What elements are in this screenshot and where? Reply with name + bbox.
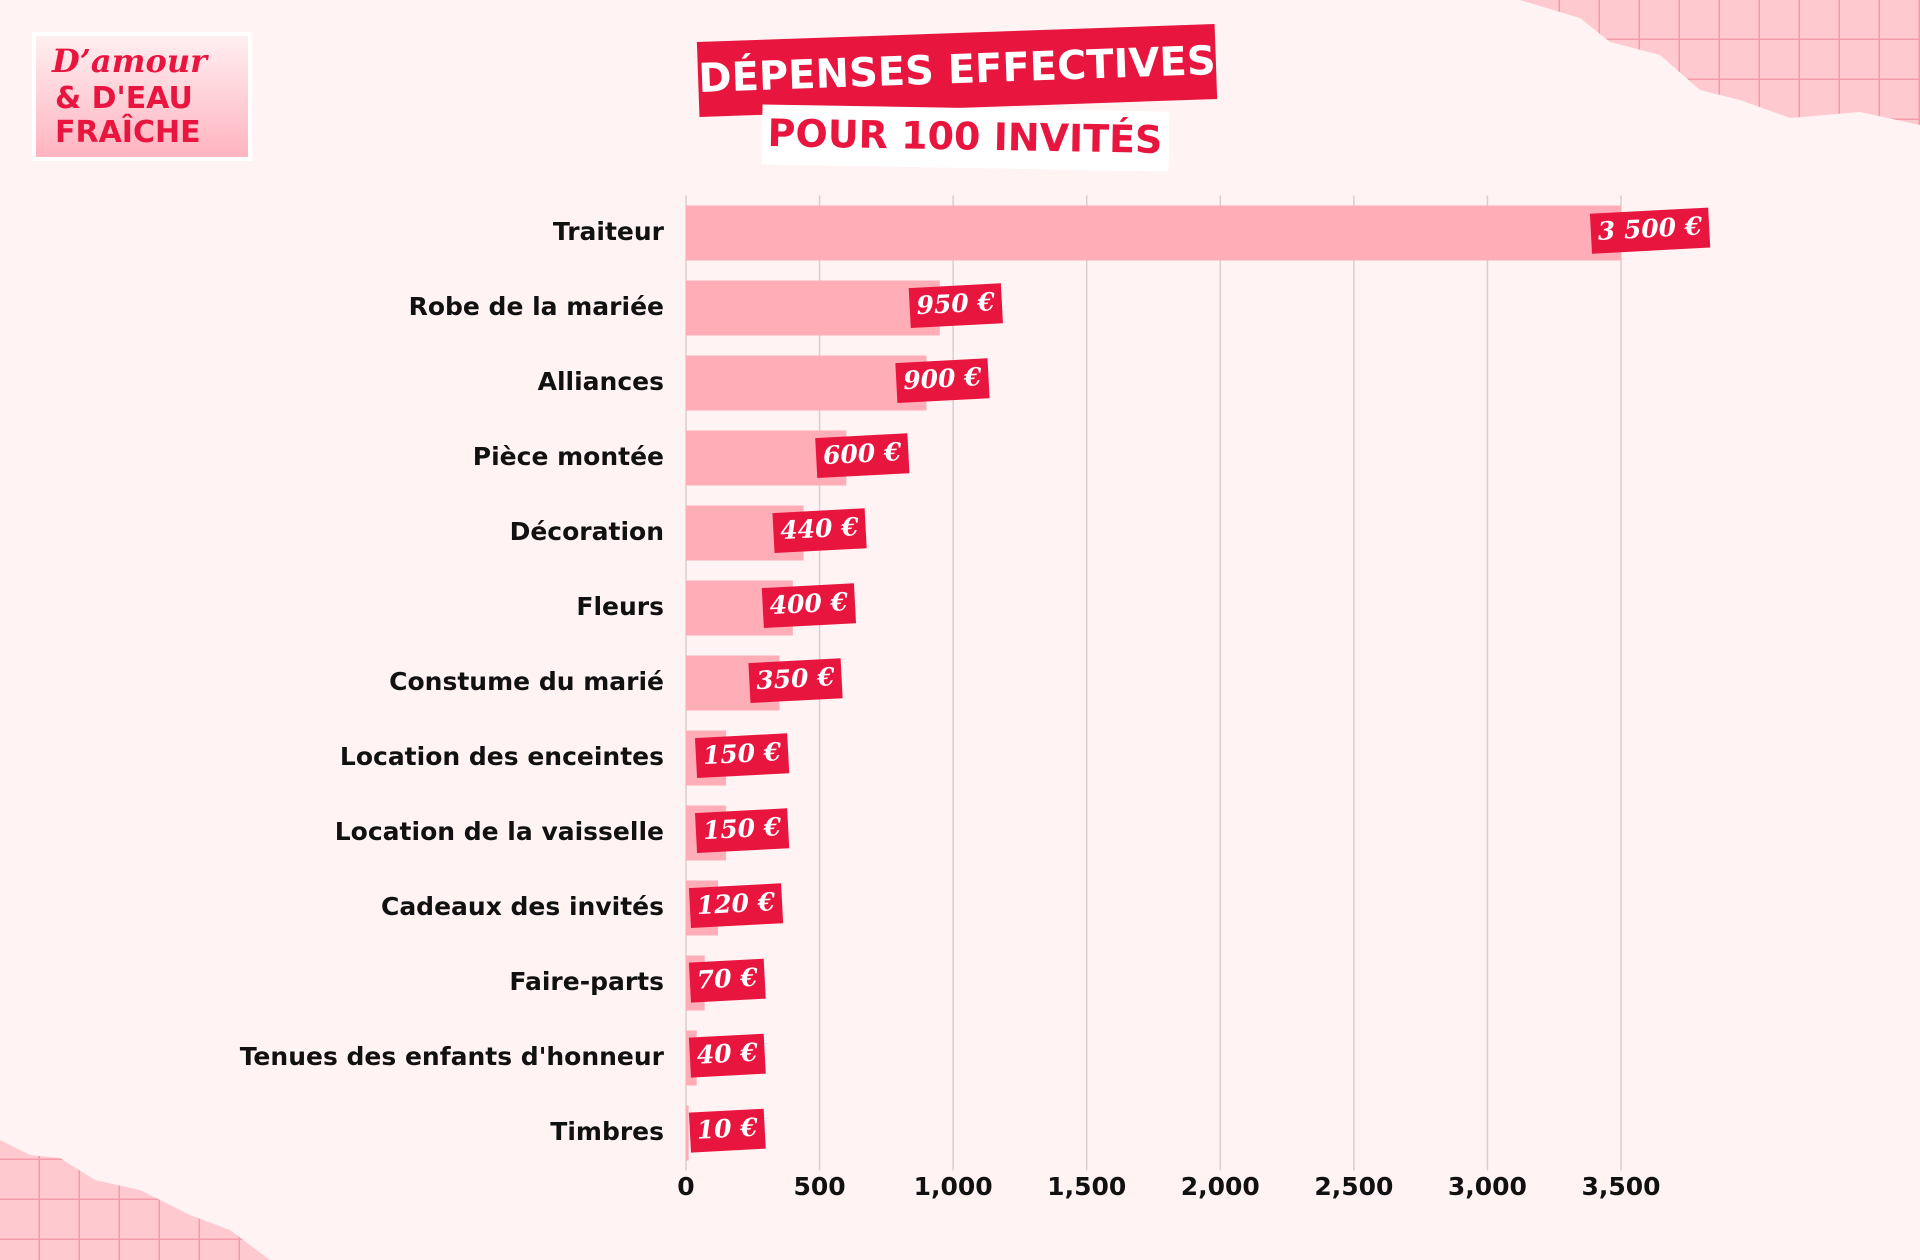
- value-label-text: 10 €: [696, 1113, 759, 1145]
- bar: [686, 205, 1621, 261]
- value-label-text: 950 €: [916, 287, 996, 320]
- value-label-box: [772, 508, 867, 554]
- value-label: 120 €: [688, 883, 784, 929]
- value-label-box: [748, 658, 843, 704]
- value-label-text: 3 500 €: [1597, 211, 1703, 245]
- y-tick-label: Traiteur: [553, 217, 665, 246]
- value-label-text: 600 €: [822, 437, 902, 470]
- value-label: 3 500 €: [1589, 207, 1711, 254]
- value-label-text: 900 €: [903, 362, 983, 395]
- y-tick-label: Alliances: [538, 367, 664, 396]
- value-label-box: [1589, 207, 1711, 254]
- value-label-box: [688, 883, 784, 929]
- value-label: 150 €: [694, 733, 790, 779]
- value-label-box: [694, 808, 790, 854]
- logo: D’amour & D'EAU FRAÎCHE: [32, 32, 252, 161]
- value-label-text: 400 €: [769, 587, 849, 620]
- x-tick-label: 3,000: [1448, 1172, 1527, 1201]
- y-tick-label: Timbres: [550, 1117, 664, 1146]
- value-label-box: [694, 733, 790, 779]
- y-tick-label: Fleurs: [576, 592, 664, 621]
- x-tick-label: 1,000: [914, 1172, 993, 1201]
- title-group: DÉPENSES EFFECTIVES: [696, 23, 1218, 118]
- value-label-box: [688, 1108, 766, 1153]
- value-label: 440 €: [772, 508, 867, 554]
- value-label: 350 €: [748, 658, 843, 704]
- logo-text: & D'EAU: [55, 81, 193, 116]
- value-label-box: [688, 958, 766, 1003]
- value-label: 600 €: [815, 433, 910, 479]
- value-label: 70 €: [688, 958, 766, 1003]
- y-tick-label: Cadeaux des invités: [381, 892, 664, 921]
- decor-corner: [0, 1140, 270, 1260]
- y-tick-label: Location de la vaisselle: [335, 817, 664, 846]
- x-tick-label: 3,500: [1581, 1172, 1660, 1201]
- decor-corner: [1520, 0, 1920, 125]
- y-tick-label: Robe de la mariée: [409, 292, 664, 321]
- title-box: [696, 23, 1218, 118]
- value-label: 950 €: [908, 283, 1003, 329]
- value-labels: 3 500 € 950 € 900 € 600 € 440 € 400 € 350 € 150…: [688, 207, 1711, 1153]
- value-label-box: [688, 1033, 766, 1078]
- logo-box: [32, 32, 252, 161]
- value-label: 10 €: [688, 1108, 766, 1153]
- x-tick-label: 2,500: [1314, 1172, 1393, 1201]
- y-tick-label: Faire-parts: [509, 967, 664, 996]
- bar: [686, 280, 940, 336]
- bar: [686, 1105, 689, 1161]
- value-label-text: 150 €: [702, 737, 782, 770]
- bars: Traiteur Robe de la mariée Alliances Pièce …: [240, 205, 1621, 1161]
- value-label-text: 120 €: [696, 887, 776, 920]
- y-tick-label: Location des enceintes: [340, 742, 664, 771]
- bar: [686, 355, 927, 411]
- value-label: 400 €: [761, 583, 857, 629]
- value-label-text: 350 €: [756, 662, 836, 695]
- value-label-text: 70 €: [696, 963, 759, 995]
- chart-subtitle: POUR 100 INVITÉS: [767, 111, 1163, 162]
- y-tick-label: Pièce montée: [473, 442, 664, 471]
- x-tick-label: 500: [793, 1172, 845, 1201]
- value-label: 900 €: [895, 358, 990, 404]
- logo-text: D’amour: [51, 42, 209, 80]
- y-tick-label: Tenues des enfants d'honneur: [240, 1042, 665, 1071]
- subtitle-box: [761, 104, 1170, 172]
- x-tick-label: 0: [677, 1172, 694, 1201]
- value-label: 40 €: [688, 1033, 766, 1078]
- value-label-text: 150 €: [702, 812, 782, 845]
- x-tick-label: 2,000: [1181, 1172, 1260, 1201]
- value-label-box: [908, 283, 1003, 329]
- value-label-text: 440 €: [780, 512, 860, 545]
- value-label-box: [815, 433, 910, 479]
- x-tick-label: 1,500: [1047, 1172, 1126, 1201]
- y-tick-label: Décoration: [510, 517, 664, 546]
- logo-text: FRAÎCHE: [55, 114, 201, 150]
- value-label-text: 40 €: [696, 1038, 759, 1070]
- value-label: 150 €: [694, 808, 790, 854]
- value-label-box: [761, 583, 857, 629]
- value-label-box: [895, 358, 990, 404]
- y-tick-label: Constume du marié: [389, 667, 664, 696]
- subtitle-group: POUR 100 INVITÉS: [761, 104, 1170, 172]
